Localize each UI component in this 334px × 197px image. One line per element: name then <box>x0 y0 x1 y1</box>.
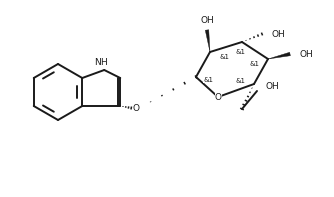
Text: OH: OH <box>300 49 314 59</box>
Text: O: O <box>214 93 221 101</box>
Text: &1: &1 <box>249 61 259 67</box>
Text: OH: OH <box>265 82 279 90</box>
Text: &1: &1 <box>235 78 245 84</box>
Text: OH: OH <box>200 16 214 24</box>
Text: &1: &1 <box>203 77 213 83</box>
Polygon shape <box>268 52 290 59</box>
Text: H: H <box>100 58 107 67</box>
Polygon shape <box>205 30 210 52</box>
Text: O: O <box>133 103 140 112</box>
Text: &1: &1 <box>235 49 245 55</box>
Text: N: N <box>94 58 101 67</box>
Text: OH: OH <box>272 30 286 38</box>
Text: &1: &1 <box>219 54 229 60</box>
